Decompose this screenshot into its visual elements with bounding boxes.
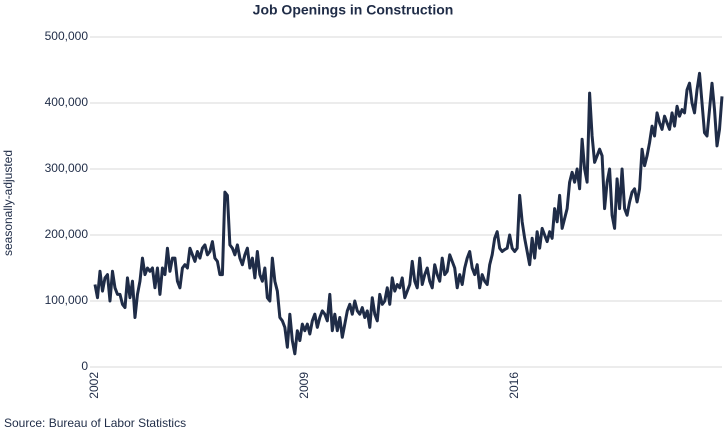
y-tick-label: 0 [81,359,88,373]
source-note: Source: Bureau of Labor Statistics [4,416,186,430]
y-tick-label: 100,000 [45,293,89,307]
data-line [93,71,724,356]
x-tick-label: 2016 [507,372,521,399]
x-tick-label: 2002 [87,372,101,399]
x-tick-label: 2009 [297,372,311,399]
y-tick-label: 300,000 [45,161,89,175]
y-tick-label: 500,000 [45,29,89,43]
y-axis-label: seasonally-adjusted [1,150,15,256]
y-tick-label: 200,000 [45,227,89,241]
chart-title: Job Openings in Construction [253,2,454,18]
y-tick-label: 400,000 [45,95,89,109]
